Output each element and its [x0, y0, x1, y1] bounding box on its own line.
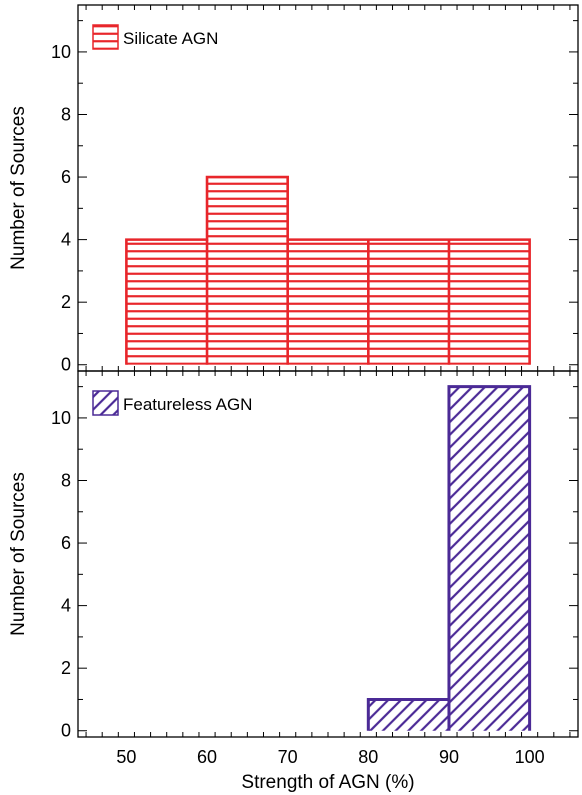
x-tick-label: 60 [197, 747, 217, 767]
featureless-bar [448, 386, 530, 731]
featureless-bars [366, 385, 532, 731]
y-tick-label: 0 [61, 721, 71, 741]
silicate-bar [207, 177, 288, 365]
y-tick-label: 6 [61, 533, 71, 553]
x-tick-labels: 50 60 70 80 90 100 [116, 747, 544, 767]
y-tick-label: 6 [61, 167, 71, 187]
y-tick-label: 4 [61, 596, 71, 616]
y-tick-label: 10 [51, 408, 71, 428]
silicate-legend: Silicate AGN [92, 24, 218, 50]
featureless-legend: Featureless AGN [92, 390, 252, 416]
x-tick-label: 90 [439, 747, 459, 767]
y-tick-label: 2 [61, 292, 71, 312]
y-tick-label: 4 [61, 230, 71, 250]
silicate-bar [448, 239, 530, 365]
x-tick-label: 50 [116, 747, 136, 767]
silicate-histogram-outline [125, 175, 531, 365]
silicate-ticks [78, 5, 578, 371]
x-tick-label: 70 [278, 747, 298, 767]
silicate-panel: 0 2 4 6 8 10 Silicate AGN Number of Sources [8, 4, 579, 375]
featureless-histogram-outline [366, 385, 532, 731]
silicate-y-axis-label: Number of Sources [8, 106, 29, 270]
y-tick-label: 2 [61, 658, 71, 678]
silicate-legend-swatch [92, 24, 119, 50]
featureless-panel: 0 2 4 6 8 10 50 60 70 80 90 100 Featureless AGN Nu… [8, 370, 579, 793]
x-tick-label: 100 [515, 747, 545, 767]
y-tick-label: 0 [61, 355, 71, 375]
y-tick-label: 10 [51, 42, 71, 62]
y-tick-label: 8 [61, 470, 71, 490]
featureless-legend-label: Featureless AGN [123, 395, 252, 414]
x-axis-label: Strength of AGN (%) [241, 772, 414, 793]
y-tick-label: 8 [61, 104, 71, 124]
silicate-bars [125, 175, 531, 365]
featureless-y-tick-labels: 0 2 4 6 8 10 [51, 408, 71, 741]
x-tick-label: 80 [358, 747, 378, 767]
silicate-bar [126, 239, 208, 365]
silicate-y-tick-labels: 0 2 4 6 8 10 [51, 42, 71, 375]
featureless-y-axis-label: Number of Sources [8, 472, 29, 636]
featureless-ticks [78, 371, 578, 737]
silicate-bar [287, 239, 369, 365]
featureless-legend-swatch [92, 390, 119, 416]
featureless-bar [368, 699, 449, 731]
silicate-bar [368, 239, 449, 365]
silicate-legend-label: Silicate AGN [123, 29, 218, 48]
